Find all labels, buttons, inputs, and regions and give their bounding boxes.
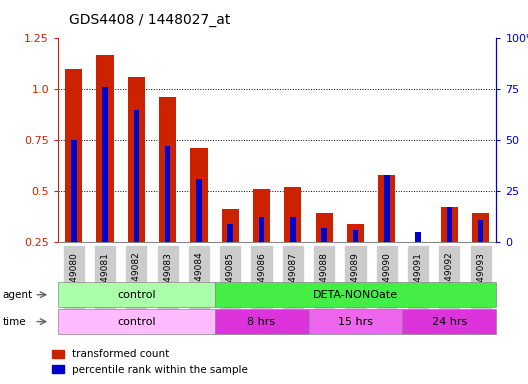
Bar xyxy=(102,87,108,242)
Bar xyxy=(159,98,176,242)
Bar xyxy=(190,148,208,242)
Bar xyxy=(472,214,489,242)
Bar xyxy=(196,179,202,242)
Bar xyxy=(441,207,458,242)
Bar xyxy=(222,209,239,242)
Text: 8 hrs: 8 hrs xyxy=(248,316,276,327)
Text: agent: agent xyxy=(3,290,33,300)
Text: GDS4408 / 1448027_at: GDS4408 / 1448027_at xyxy=(69,13,230,27)
Bar xyxy=(447,207,452,242)
Text: DETA-NONOate: DETA-NONOate xyxy=(313,290,398,300)
Bar xyxy=(71,140,77,242)
Bar xyxy=(165,146,171,242)
Bar xyxy=(353,230,359,242)
Bar xyxy=(290,217,296,242)
Bar xyxy=(378,175,395,242)
Bar xyxy=(97,55,114,242)
Bar xyxy=(384,175,390,242)
Bar xyxy=(65,69,82,242)
Bar xyxy=(478,220,484,242)
Text: control: control xyxy=(117,316,156,327)
Bar xyxy=(409,242,427,244)
Legend: transformed count, percentile rank within the sample: transformed count, percentile rank withi… xyxy=(48,345,252,379)
Text: time: time xyxy=(3,316,26,327)
Text: 24 hrs: 24 hrs xyxy=(432,316,467,327)
Bar xyxy=(134,110,139,242)
Bar xyxy=(316,214,333,242)
Text: control: control xyxy=(117,290,156,300)
Bar xyxy=(284,187,301,242)
Text: 15 hrs: 15 hrs xyxy=(338,316,373,327)
Bar xyxy=(259,217,265,242)
Bar xyxy=(322,228,327,242)
Bar xyxy=(228,223,233,242)
Bar xyxy=(253,189,270,242)
Bar xyxy=(128,77,145,242)
Bar xyxy=(415,232,421,242)
Bar xyxy=(347,223,364,242)
